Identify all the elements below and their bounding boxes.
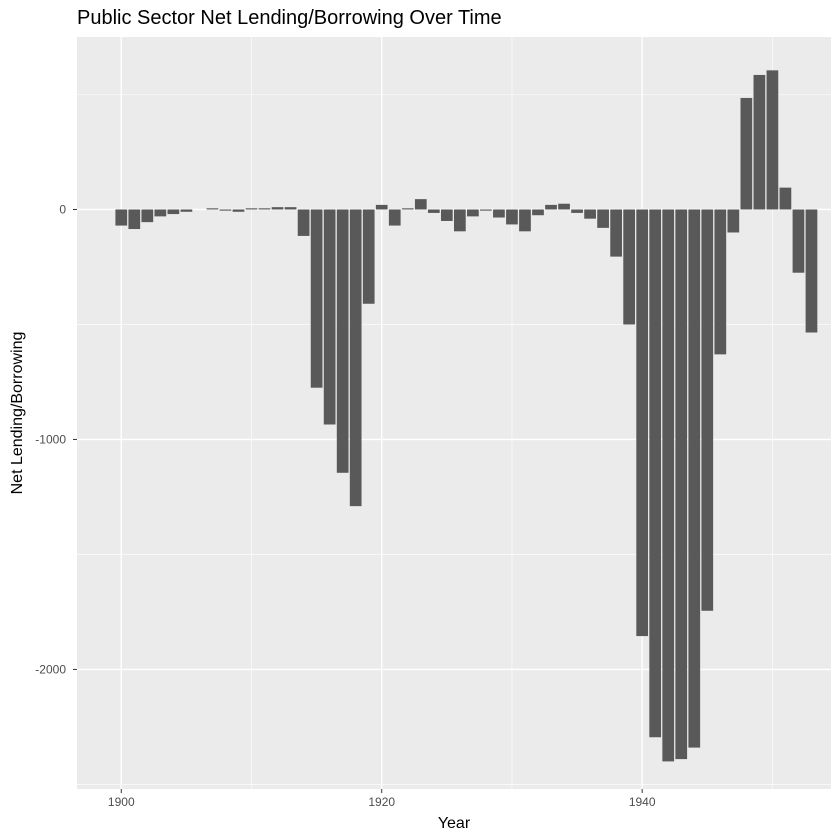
bar [714, 209, 727, 355]
bar [427, 209, 440, 213]
bar [388, 209, 401, 226]
bars [115, 70, 818, 762]
bar [519, 209, 531, 232]
bar [740, 97, 753, 210]
bar [805, 209, 818, 333]
bar [362, 209, 375, 304]
bar [414, 199, 427, 210]
bar [454, 209, 466, 232]
bar [766, 70, 779, 210]
bar [206, 208, 219, 210]
bar [493, 209, 505, 218]
bar [545, 204, 557, 210]
bar [180, 209, 193, 212]
bar [558, 203, 570, 210]
bar [753, 74, 766, 210]
bar [701, 209, 714, 611]
plot-panel [77, 37, 831, 789]
bar [154, 209, 167, 217]
bar [688, 209, 701, 748]
bar [349, 209, 362, 507]
bar [571, 209, 583, 213]
x-tick-label: 1920 [368, 795, 395, 809]
bar [271, 207, 284, 210]
y-tick-label: -2000 [35, 662, 66, 676]
bar [219, 209, 232, 211]
bar [792, 209, 805, 273]
bar [480, 209, 492, 211]
bar [623, 209, 636, 325]
bar [336, 209, 349, 473]
bar [284, 207, 297, 210]
bar [779, 187, 792, 210]
bar [115, 209, 128, 226]
x-tick-label: 1940 [629, 795, 656, 809]
bar [662, 209, 675, 762]
y-tick-label: -1000 [35, 432, 66, 446]
bar [727, 209, 740, 233]
bar [141, 209, 154, 223]
bar [532, 209, 544, 216]
bar [323, 209, 336, 425]
bar [636, 209, 649, 637]
bar [297, 209, 310, 236]
bar [128, 209, 141, 230]
bar [232, 209, 245, 212]
y-axis-title: Net Lending/Borrowing [9, 332, 26, 495]
bar [375, 204, 388, 210]
axis-ticks [73, 208, 643, 793]
x-axis-title: Year [438, 815, 471, 832]
bar [258, 208, 271, 210]
y-tick-label: 0 [59, 202, 66, 216]
bar [467, 209, 479, 217]
chart-title: Public Sector Net Lending/Borrowing Over… [77, 7, 502, 29]
bar [440, 209, 453, 221]
bar [610, 209, 622, 257]
bar [401, 208, 414, 210]
bar [310, 209, 323, 388]
bar [506, 209, 518, 225]
bar [597, 209, 609, 228]
bar [167, 209, 180, 215]
bar [675, 209, 688, 760]
bar [649, 209, 662, 738]
bar [245, 208, 258, 210]
bar [584, 209, 596, 219]
x-tick-label: 1900 [108, 795, 135, 809]
